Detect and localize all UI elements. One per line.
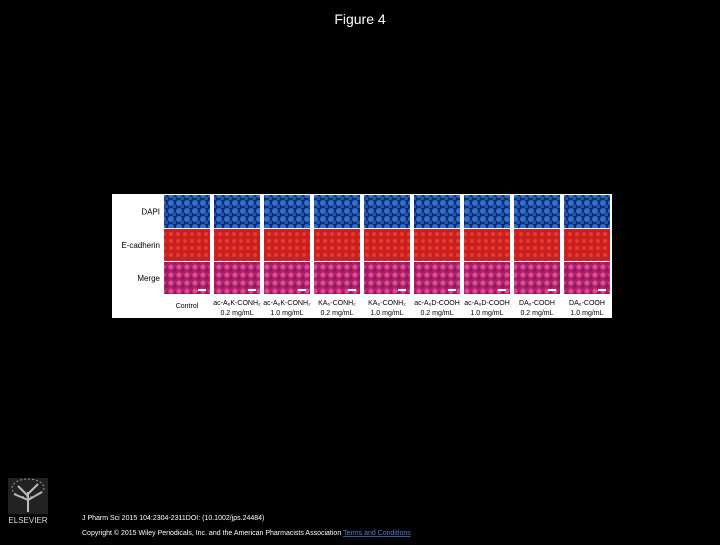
column-label: ac-A₆K-CONH₂	[263, 300, 311, 307]
micrograph-tile	[464, 229, 510, 261]
scale-bar	[548, 289, 556, 291]
column-label: DA₆-COOH	[519, 300, 555, 307]
micrograph-tile	[164, 195, 210, 228]
micrograph-tile	[264, 262, 310, 294]
micrograph-tile	[164, 262, 210, 294]
column-concentration: 0.2 mg/mL	[220, 310, 253, 317]
column-concentration: 1.0 mg/mL	[570, 310, 603, 317]
column-label: ac-A₆D-COOH	[464, 300, 510, 307]
column-label: KA₆-CONH₂	[318, 300, 356, 307]
column-label: ac-A₆D-COOH	[414, 300, 460, 307]
column-label: KA₆-CONH₂	[368, 300, 406, 307]
logo-text: ELSEVIER	[8, 516, 47, 525]
copyright-text: Copyright © 2015 Wiley Periodicals, Inc.…	[82, 529, 341, 537]
column-concentration: 0.2 mg/mL	[520, 310, 553, 317]
scale-bar	[248, 289, 256, 291]
scale-bar	[198, 289, 206, 291]
micrograph-tile	[564, 195, 610, 228]
micrograph-tile	[564, 262, 610, 294]
micrograph-tile	[214, 262, 260, 294]
row-label: E-cadherin	[121, 241, 160, 250]
row-label: Merge	[137, 274, 160, 283]
micrograph-tile	[414, 229, 460, 261]
citation: J Pharm Sci 2015 104:2304-2311DOI: (10.1…	[82, 515, 264, 522]
scale-bar	[498, 289, 506, 291]
column-label: Control	[176, 303, 199, 310]
micrograph-tile	[564, 229, 610, 261]
micrograph-tile	[514, 229, 560, 261]
micrograph-tile	[364, 195, 410, 228]
micrograph-tile	[414, 195, 460, 228]
micrograph-tile	[214, 229, 260, 261]
scale-bar	[398, 289, 406, 291]
micrograph-tile	[314, 195, 360, 228]
micrograph-tile	[314, 262, 360, 294]
scale-bar	[448, 289, 456, 291]
micrograph-tile	[214, 195, 260, 228]
micrograph-tile	[414, 262, 460, 294]
column-concentration: 1.0 mg/mL	[470, 310, 503, 317]
micrograph-tile	[364, 229, 410, 261]
micrograph-tile	[464, 262, 510, 294]
scale-bar	[598, 289, 606, 291]
scale-bar	[348, 289, 356, 291]
micrograph-tile	[264, 195, 310, 228]
copyright: Copyright © 2015 Wiley Periodicals, Inc.…	[82, 529, 411, 537]
row-label: DAPI	[141, 208, 160, 217]
micrograph-tile	[164, 229, 210, 261]
column-label: ac-A₆K-CONH₂	[213, 300, 261, 307]
figure: DAPI E-cadherin Merge Control ac-A₆K-CONH₂ 0.…	[121, 195, 610, 317]
column-concentration: 0.2 mg/mL	[420, 310, 453, 317]
column-concentration: 1.0 mg/mL	[370, 310, 403, 317]
micrograph-tile	[464, 195, 510, 228]
micrograph-tile	[514, 195, 560, 228]
column-label: DA₆-COOH	[569, 300, 605, 307]
scale-bar	[298, 289, 306, 291]
micrograph-tile	[264, 229, 310, 261]
column-concentration: 1.0 mg/mL	[270, 310, 303, 317]
slide-title: Figure 4	[334, 11, 386, 27]
elsevier-logo: ELSEVIER	[8, 478, 48, 525]
column-concentration: 0.2 mg/mL	[320, 310, 353, 317]
terms-link[interactable]: Terms and Conditions	[343, 530, 411, 537]
micrograph-tile	[364, 262, 410, 294]
micrograph-tile	[314, 229, 360, 261]
micrograph-tile	[514, 262, 560, 294]
